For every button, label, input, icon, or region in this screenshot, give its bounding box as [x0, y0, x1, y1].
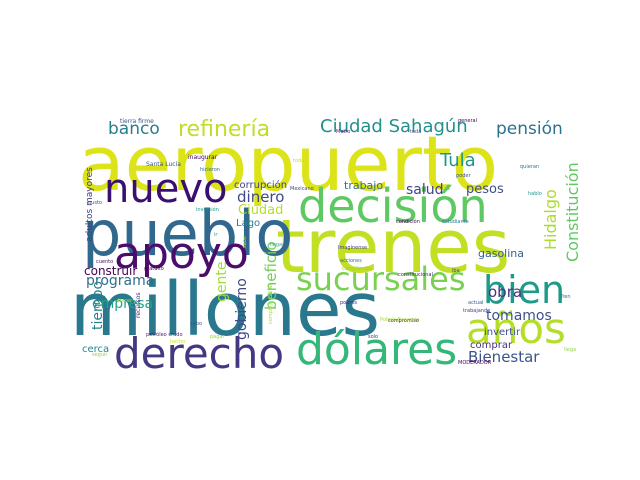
- word-73: gratuito: [144, 266, 164, 272]
- word-47: llegar: [270, 242, 285, 248]
- word-76: todo: [293, 158, 304, 164]
- word-66: llega: [564, 347, 576, 353]
- word-64: trabajando: [463, 308, 490, 314]
- word-84: pagar: [210, 334, 225, 340]
- word-38: invertir: [484, 327, 521, 338]
- word-30: Ciudad: [238, 203, 283, 218]
- word-48: Imagínense: [338, 244, 367, 251]
- word-13: refinería: [178, 117, 270, 142]
- word-49: condición: [396, 218, 420, 225]
- word-24: empresa: [92, 296, 153, 312]
- word-15: pensión: [496, 119, 563, 139]
- word-8: derecho: [114, 329, 284, 378]
- word-63: actual: [468, 300, 483, 306]
- word-35: trabajo: [344, 179, 383, 192]
- word-82: hecho: [170, 339, 185, 345]
- word-32: gente: [214, 262, 230, 302]
- word-3: millones: [70, 267, 380, 353]
- word-81: complejo militar: [268, 283, 274, 324]
- word-80: Policía Bancaria: [380, 316, 419, 323]
- word-61: hablo: [528, 191, 542, 197]
- word-69: cabo: [190, 321, 202, 327]
- word-67: MODERADOR: [458, 360, 492, 366]
- word-43: tierra firme: [120, 118, 154, 125]
- word-18: Tula: [439, 150, 476, 171]
- word-78: sabe: [242, 236, 248, 248]
- word-57: inversión: [196, 206, 219, 213]
- word-65: Tren: [559, 294, 571, 300]
- word-29: gobierno: [234, 278, 250, 340]
- word-33: tiempo: [90, 281, 106, 330]
- word-12: sucursales: [296, 260, 466, 298]
- word-51: constitucional: [398, 272, 433, 278]
- word-1: aeropuerto: [78, 119, 498, 208]
- word-55: Mexicano: [290, 186, 314, 192]
- word-41: recursos: [135, 292, 142, 318]
- word-75: toda: [410, 129, 421, 135]
- word-72: cuento: [96, 259, 113, 265]
- word-74: Metro: [336, 129, 350, 135]
- word-5: decisión: [298, 179, 488, 233]
- word-27: pesos: [466, 182, 504, 197]
- word-62: iba: [452, 268, 460, 274]
- word-54: acciones: [340, 258, 362, 264]
- word-79: cumpliendo: [342, 266, 371, 272]
- word-11: bien: [483, 268, 565, 312]
- word-14: Ciudad Sahagún: [320, 116, 468, 137]
- word-56: hicieron: [200, 167, 220, 173]
- word-2: trenes: [276, 204, 510, 290]
- word-4: pueblo: [82, 197, 293, 270]
- word-28: gasolina: [478, 247, 524, 260]
- word-40: adultos mayores: [85, 167, 95, 242]
- word-44: inaugurar: [188, 154, 218, 161]
- word-59: poder: [456, 173, 471, 179]
- word-37: cerca: [82, 344, 109, 355]
- word-6: nuevo: [104, 166, 227, 212]
- word-7: apoyo: [114, 228, 249, 279]
- word-42: Lago: [236, 218, 260, 229]
- word-52: compromiso: [388, 318, 419, 324]
- word-46: petróleo crudo: [146, 331, 183, 338]
- word-45: Santa Lucía: [146, 161, 181, 168]
- word-50: estudiante: [442, 219, 469, 225]
- word-68: seguir: [92, 352, 108, 358]
- word-70: solo: [368, 334, 378, 340]
- word-53: pobres: [340, 300, 357, 306]
- word-19: Hidalgo: [541, 189, 560, 250]
- word-10: años: [466, 304, 566, 353]
- word-17: Constitución: [563, 162, 582, 262]
- word-77: ir: [214, 232, 218, 238]
- word-31: beneficio: [262, 241, 280, 310]
- word-36: corrupción: [234, 179, 287, 191]
- word-22: obra: [488, 283, 522, 301]
- word-16: banco: [108, 119, 160, 139]
- word-23: programa: [86, 273, 154, 289]
- word-9: dólares: [296, 324, 457, 375]
- word-25: dinero: [237, 188, 284, 206]
- word-83: hacer: [118, 298, 133, 304]
- word-21: tomamos: [486, 308, 552, 324]
- word-34: construir: [84, 264, 137, 278]
- word-26: salud: [406, 182, 444, 198]
- word-60: quieran: [520, 164, 539, 170]
- word-20: Bienestar: [468, 348, 540, 366]
- word-39: comprar: [470, 340, 513, 351]
- word-58: general: [458, 118, 477, 124]
- word-71: gusto: [88, 200, 102, 206]
